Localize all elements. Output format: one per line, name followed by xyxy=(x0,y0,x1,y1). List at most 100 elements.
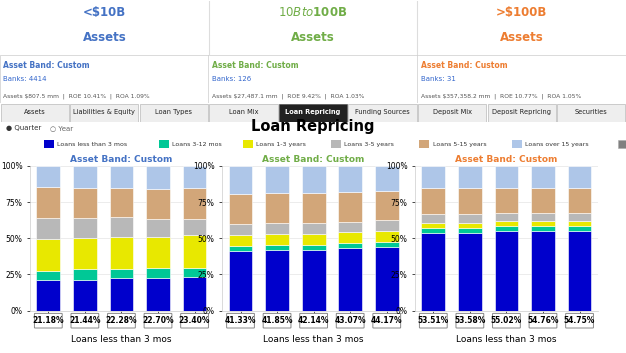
Bar xyxy=(265,245,289,250)
Bar xyxy=(228,166,252,194)
Text: Deposit Repricing: Deposit Repricing xyxy=(492,109,551,115)
Bar xyxy=(331,139,341,148)
Bar xyxy=(73,238,97,269)
Text: ○ Year: ○ Year xyxy=(50,125,73,131)
Bar xyxy=(70,104,138,122)
Text: 41.85%: 41.85% xyxy=(261,316,293,325)
Bar xyxy=(36,187,60,218)
Bar xyxy=(458,166,482,187)
Bar xyxy=(110,217,133,237)
Bar xyxy=(228,246,252,251)
Bar xyxy=(159,139,169,148)
Text: ● Quarter: ● Quarter xyxy=(6,125,41,131)
Bar xyxy=(618,139,626,148)
Text: Banks: 31: Banks: 31 xyxy=(421,76,456,82)
Text: >$100B: >$100B xyxy=(496,6,547,19)
Text: Assets: Assets xyxy=(500,31,543,44)
Text: Asset Band: Custom: Asset Band: Custom xyxy=(3,61,90,70)
Text: Funding Sources: Funding Sources xyxy=(355,109,410,115)
Bar xyxy=(531,213,555,221)
Text: Loans 1-3 years: Loans 1-3 years xyxy=(256,142,306,146)
Text: 54.75%: 54.75% xyxy=(564,316,595,325)
Text: Loans 3-5 years: Loans 3-5 years xyxy=(344,142,394,146)
Bar xyxy=(265,166,289,193)
FancyBboxPatch shape xyxy=(529,313,557,328)
Text: Assets $807.5 mm  |  ROE 10.41%  |  ROA 1.09%: Assets $807.5 mm | ROE 10.41% | ROA 1.09… xyxy=(3,94,150,99)
Bar xyxy=(265,250,289,311)
Bar xyxy=(140,104,208,122)
Bar xyxy=(338,232,362,243)
Bar xyxy=(338,192,362,222)
Bar xyxy=(44,139,54,148)
Bar xyxy=(36,271,60,280)
Bar xyxy=(228,251,252,311)
Bar xyxy=(512,139,522,148)
FancyBboxPatch shape xyxy=(71,313,99,328)
Bar xyxy=(458,233,482,311)
Bar xyxy=(375,166,399,191)
Bar xyxy=(73,188,97,218)
Bar xyxy=(458,214,482,223)
FancyBboxPatch shape xyxy=(300,313,327,328)
Bar xyxy=(375,220,399,231)
Text: Assets: Assets xyxy=(24,109,46,115)
Bar xyxy=(568,213,592,221)
Bar xyxy=(110,269,133,279)
Text: Assets: Assets xyxy=(83,31,126,44)
Text: 44.17%: 44.17% xyxy=(371,316,403,325)
Bar xyxy=(495,231,518,311)
Text: Securities: Securities xyxy=(575,109,608,115)
Bar xyxy=(495,187,518,213)
Text: Loans less than 3 mos: Loans less than 3 mos xyxy=(264,335,364,344)
Text: Asset Band: Custom: Asset Band: Custom xyxy=(70,155,173,164)
Bar xyxy=(228,235,252,246)
Text: Asset Band: Custom: Asset Band: Custom xyxy=(212,61,298,70)
Bar xyxy=(531,231,555,311)
Text: Loan Repricing: Loan Repricing xyxy=(285,109,341,115)
Bar xyxy=(146,189,170,219)
Bar xyxy=(73,166,97,188)
Bar xyxy=(568,188,592,213)
Text: Assets $357,358.2 mm  |  ROE 10.77%  |  ROA 1.05%: Assets $357,358.2 mm | ROE 10.77% | ROA … xyxy=(421,94,581,99)
Text: 53.51%: 53.51% xyxy=(418,316,449,325)
Bar xyxy=(375,247,399,311)
Bar xyxy=(183,219,207,235)
Bar xyxy=(495,226,518,231)
Bar xyxy=(302,193,326,223)
Text: 55.02%: 55.02% xyxy=(491,316,522,325)
Bar xyxy=(421,223,445,228)
Bar xyxy=(183,268,207,277)
Bar xyxy=(495,166,518,187)
FancyBboxPatch shape xyxy=(336,313,364,328)
Bar xyxy=(421,187,445,214)
Bar xyxy=(488,104,556,122)
Text: Loan Mix: Loan Mix xyxy=(228,109,258,115)
Bar xyxy=(458,223,482,228)
Text: Loans less than 3 mos: Loans less than 3 mos xyxy=(71,335,172,344)
Bar xyxy=(419,139,429,148)
Bar xyxy=(183,188,207,219)
Bar xyxy=(338,222,362,232)
Text: <$10B: <$10B xyxy=(83,6,126,19)
Bar xyxy=(495,221,518,226)
Bar xyxy=(36,280,60,311)
Bar xyxy=(338,248,362,311)
Text: 22.28%: 22.28% xyxy=(106,316,137,325)
Bar xyxy=(531,166,555,188)
Bar xyxy=(421,228,445,233)
Bar xyxy=(375,231,399,242)
Bar xyxy=(265,234,289,245)
Bar xyxy=(146,166,170,189)
Text: Loans 3-12 mos: Loans 3-12 mos xyxy=(172,142,222,146)
Bar xyxy=(568,221,592,226)
Bar xyxy=(265,193,289,223)
Bar xyxy=(73,269,97,280)
Bar xyxy=(375,191,399,220)
Text: Liabilities & Equity: Liabilities & Equity xyxy=(73,109,135,115)
Bar xyxy=(302,223,326,234)
FancyBboxPatch shape xyxy=(144,313,172,328)
Bar xyxy=(568,226,592,232)
Text: 21.44%: 21.44% xyxy=(69,316,101,325)
Text: Loan Repricing: Loan Repricing xyxy=(251,119,375,133)
Text: 42.14%: 42.14% xyxy=(298,316,329,325)
